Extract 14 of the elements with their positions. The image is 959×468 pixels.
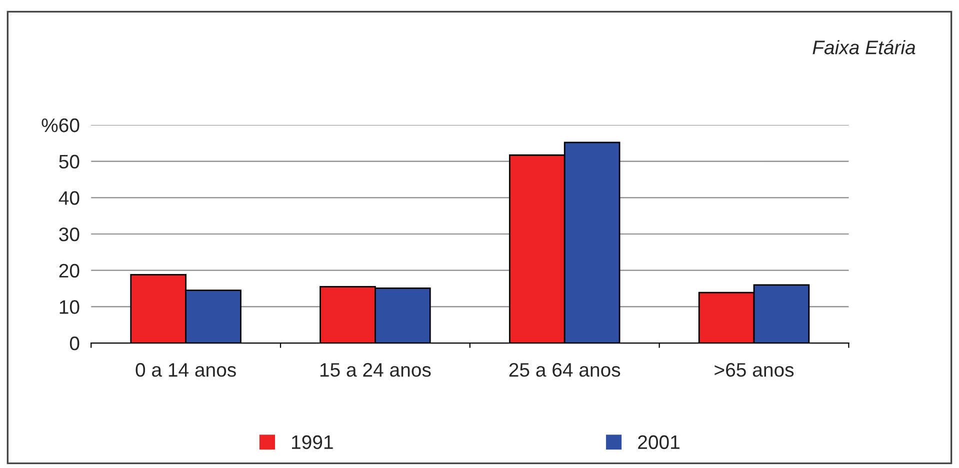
y-tick-label: 10	[60, 300, 80, 314]
y-tick-label: 30	[59, 227, 80, 242]
text: Faixa Etária	[812, 40, 916, 54]
legend-label: 1991	[292, 435, 333, 450]
legend-label: 2001	[638, 435, 680, 450]
x-tick-label: 25 a 64 anos	[509, 363, 620, 377]
x-tick-label: >65 anos	[714, 363, 794, 377]
y-tick-label: %60	[42, 118, 80, 132]
x-tick-label: 0 a 14 anos	[136, 363, 236, 377]
y-tick-label: 0	[70, 336, 80, 350]
y-tick-label: 50	[59, 154, 80, 169]
y-tick-label: 40	[58, 191, 80, 205]
y-tick-label: 20	[59, 264, 80, 278]
x-tick-label: 15 a 24 anos	[320, 363, 431, 377]
